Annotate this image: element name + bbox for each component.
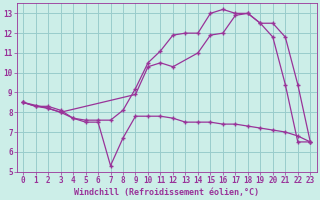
X-axis label: Windchill (Refroidissement éolien,°C): Windchill (Refroidissement éolien,°C): [74, 188, 259, 197]
